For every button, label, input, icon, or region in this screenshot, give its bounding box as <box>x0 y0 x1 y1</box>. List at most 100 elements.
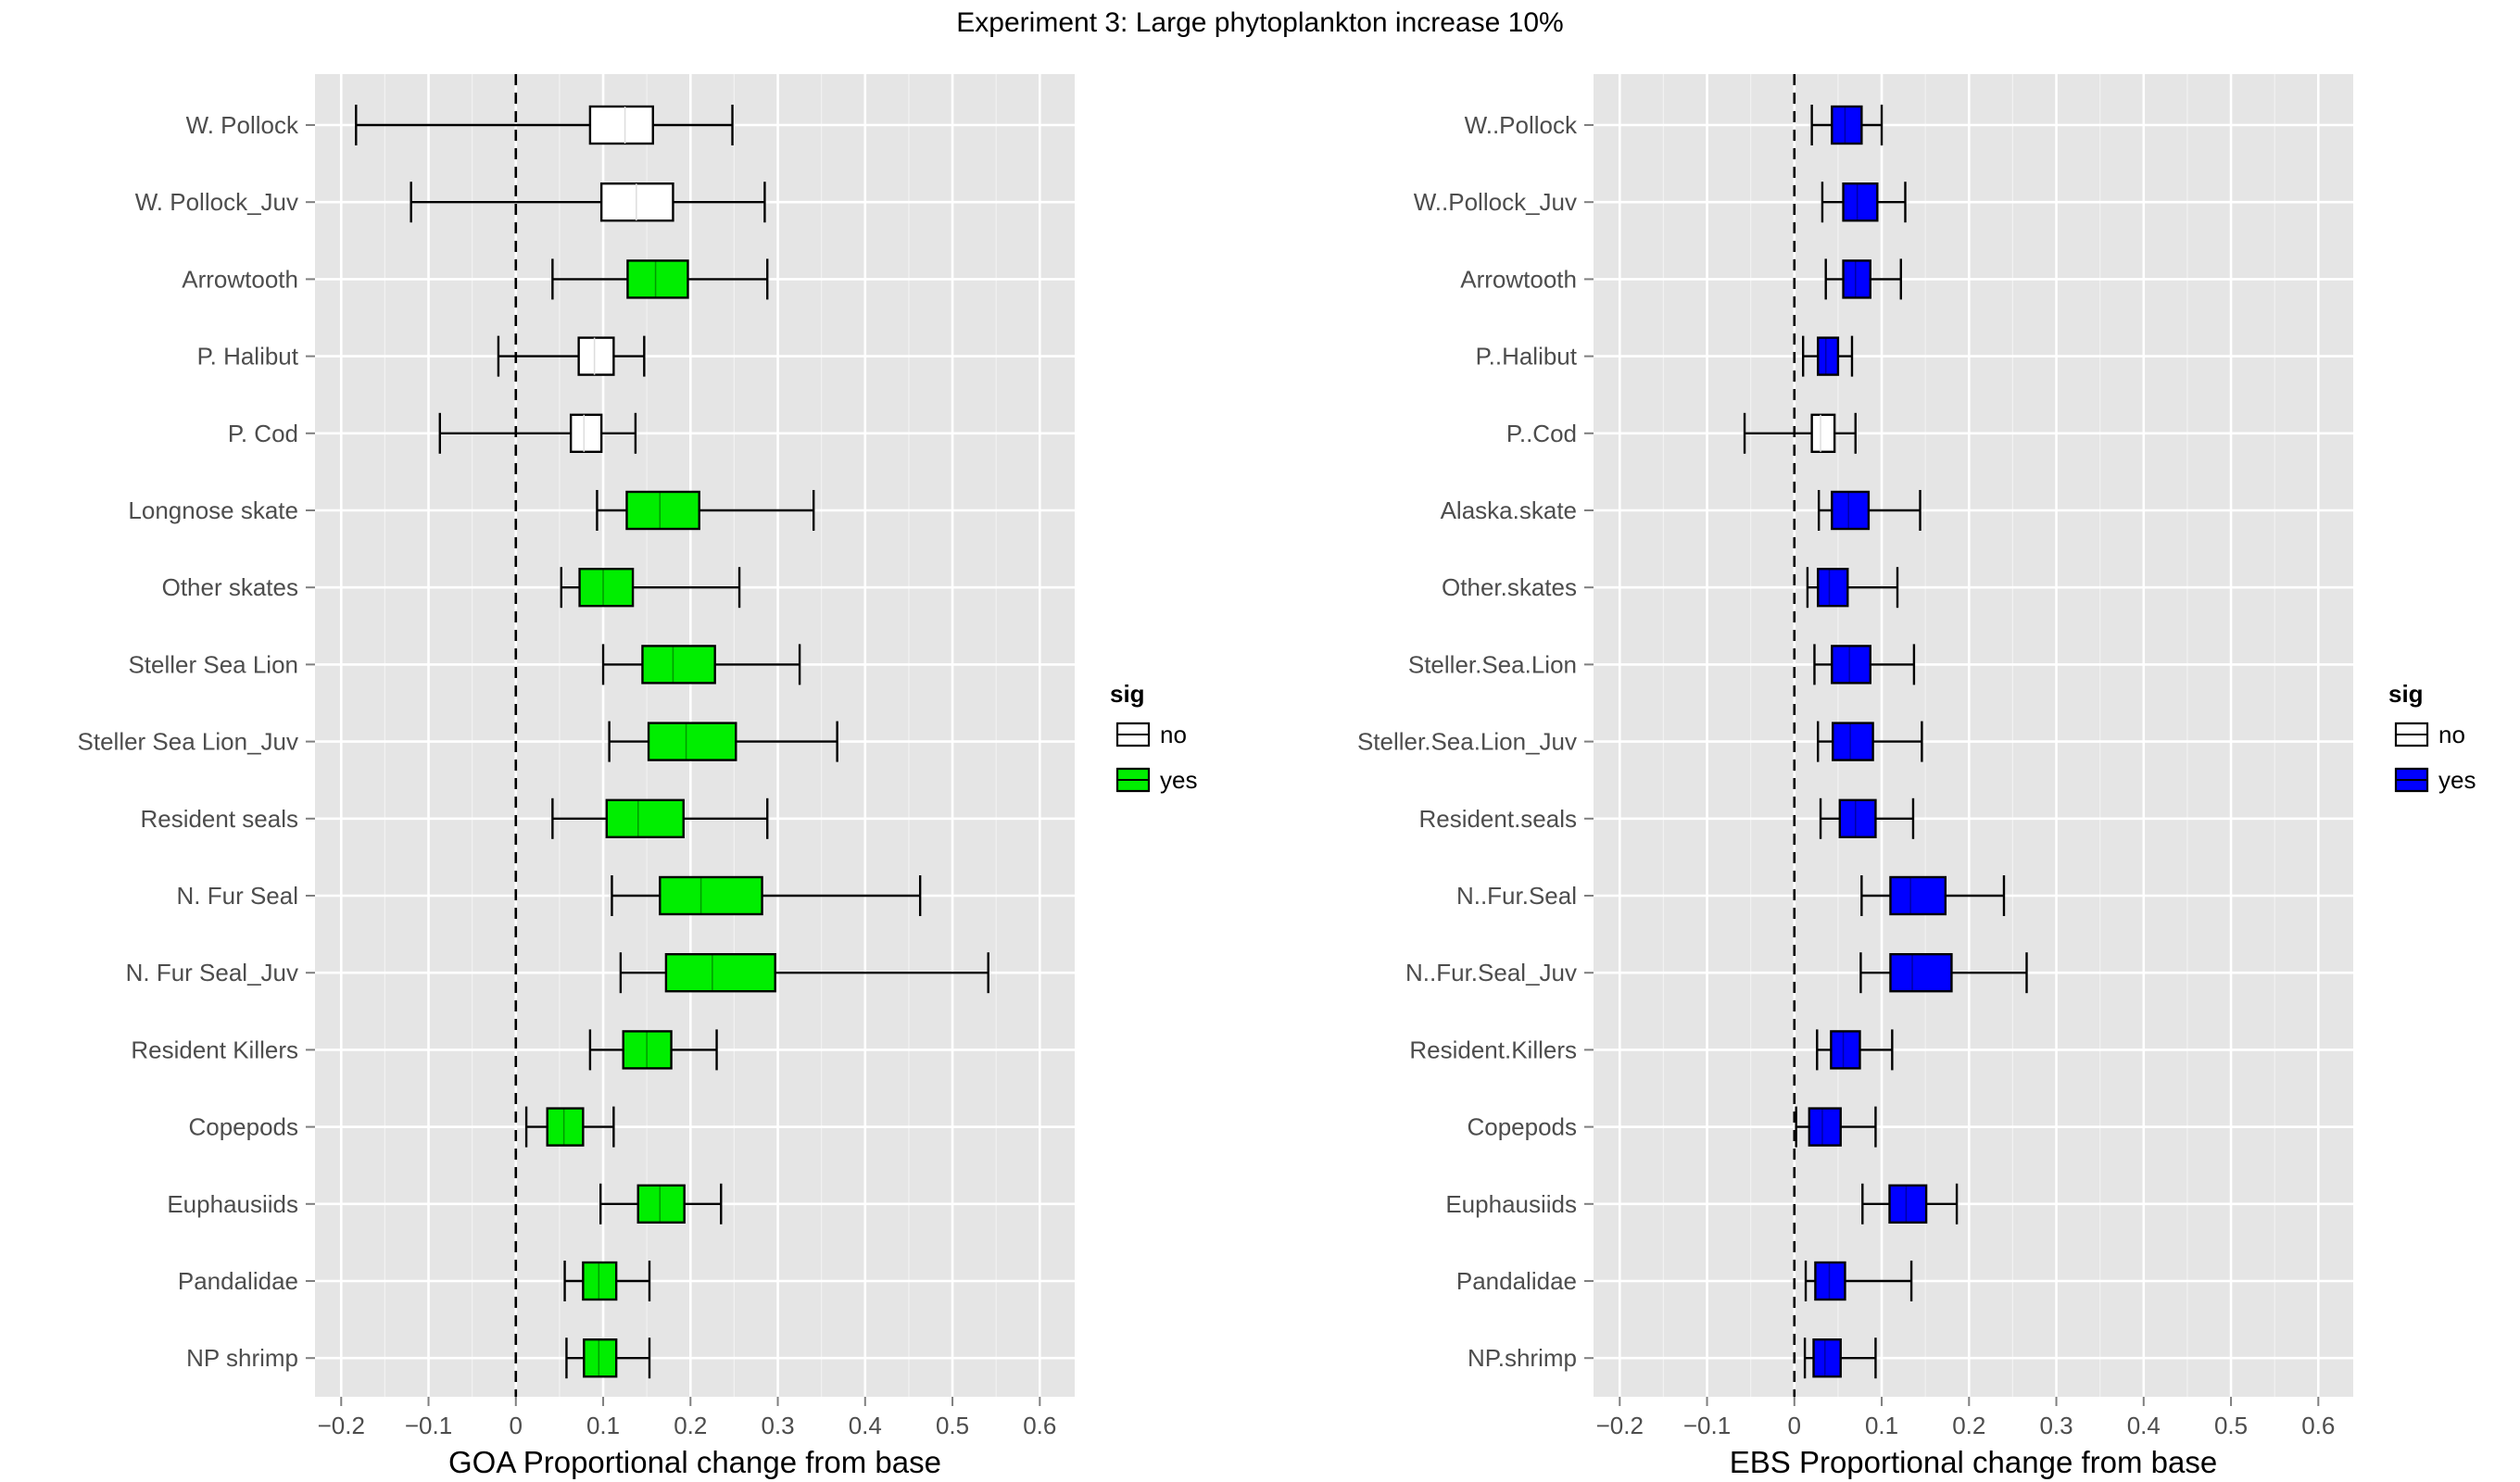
legend-label-no: no <box>2438 721 2465 748</box>
legend-label-no: no <box>1160 721 1187 748</box>
goa-x-tick-label: 0 <box>510 1412 523 1439</box>
ebs-x-tick-label: 0.3 <box>2039 1412 2073 1439</box>
goa-x-tick-label: 0.3 <box>761 1412 794 1439</box>
goa-category-label: Euphausiids <box>167 1190 298 1218</box>
ebs-box-12 <box>1859 952 2028 994</box>
goa-box-13 <box>588 1029 718 1071</box>
goa-x-tick-label: 0.5 <box>936 1412 969 1439</box>
ebs-category-label: Steller.Sea.Lion <box>1408 650 1577 678</box>
goa-category-label: Longnose skate <box>128 496 298 524</box>
ebs-box-3 <box>1824 258 1902 300</box>
ebs-box-5 <box>1743 412 1857 454</box>
goa-x-axis-title: GOA Proportional change from base <box>448 1445 941 1479</box>
ebs-x-tick-label: 0.4 <box>2127 1412 2161 1439</box>
ebs-box-16 <box>1804 1261 1913 1301</box>
ebs-category-label: Resident.Killers <box>1409 1036 1577 1063</box>
goa-category-label: N. Fur Seal_Juv <box>126 959 298 986</box>
iqr-box <box>636 1184 686 1225</box>
iqr-box <box>588 105 654 145</box>
iqr-box <box>1842 182 1879 222</box>
iqr-box <box>626 259 689 299</box>
goa-box-15 <box>599 1183 723 1225</box>
ebs-box-10 <box>1819 798 1915 839</box>
iqr-box <box>1814 1261 1846 1301</box>
iqr-box <box>1812 1338 1842 1378</box>
ebs-x-tick-label: 0.2 <box>1952 1412 1985 1439</box>
iqr-box <box>625 490 700 531</box>
iqr-box <box>1830 1030 1861 1070</box>
goa-box-14 <box>524 1106 615 1148</box>
goa-category-label: Arrowtooth <box>182 265 298 293</box>
goa-box-7 <box>560 567 741 609</box>
ebs-panel: W..Pollock W..Pollock_Juv Arrowtooth P..Hal… <box>1357 74 2353 1479</box>
goa-category-label: P. Halibut <box>197 343 299 370</box>
iqr-box <box>647 722 737 761</box>
goa-category-label: W. Pollock <box>186 111 299 139</box>
goa-box-16 <box>563 1261 651 1301</box>
ebs-category-label: Euphausiids <box>1445 1190 1577 1218</box>
goa-box-5 <box>438 412 637 454</box>
goa-category-label: Pandalidae <box>178 1267 298 1295</box>
goa-box-17 <box>565 1338 651 1379</box>
iqr-box <box>1817 336 1840 376</box>
iqr-box <box>546 1107 585 1147</box>
iqr-box <box>1842 259 1871 299</box>
ebs-box-8 <box>1813 644 1916 685</box>
ebs-box-2 <box>1821 182 1907 223</box>
goa-x-tick-label: −0.1 <box>405 1412 452 1439</box>
legend-title: sig <box>1110 680 1145 708</box>
iqr-box <box>1889 952 1953 993</box>
goa-box-10 <box>551 798 769 839</box>
goa-box-11 <box>611 875 922 916</box>
iqr-box <box>577 336 615 376</box>
goa-category-label: P. Cod <box>228 420 298 447</box>
ebs-category-label: N..Fur.Seal <box>1456 882 1577 910</box>
goa-box-9 <box>608 721 838 762</box>
iqr-box <box>583 1338 618 1378</box>
goa-category-label: Steller Sea Lion <box>128 650 298 678</box>
goa-box-3 <box>551 258 769 300</box>
ebs-box-11 <box>1860 875 2006 916</box>
goa-box-1 <box>355 105 734 145</box>
ebs-box-9 <box>1817 721 1923 762</box>
iqr-box <box>664 952 776 993</box>
goa-x-tick-label: 0.4 <box>849 1412 882 1439</box>
iqr-box <box>599 182 674 222</box>
goa-box-2 <box>410 182 766 223</box>
ebs-x-tick-label: −0.2 <box>1596 1412 1644 1439</box>
iqr-box <box>1810 413 1836 453</box>
legend-label-yes: yes <box>2438 766 2476 794</box>
ebs-x-tick-label: −0.1 <box>1683 1412 1731 1439</box>
iqr-box <box>582 1261 618 1301</box>
iqr-box <box>1832 722 1874 761</box>
ebs-category-label: Steller.Sea.Lion_Juv <box>1357 728 1577 756</box>
goa-x-tick-label: 0.2 <box>674 1412 707 1439</box>
goa-box-12 <box>619 952 989 994</box>
ebs-category-label: Resident.seals <box>1418 805 1577 833</box>
goa-category-label: NP shrimp <box>186 1344 298 1372</box>
iqr-box <box>569 413 603 453</box>
iqr-box <box>1889 875 1947 916</box>
iqr-box <box>1831 105 1863 145</box>
iqr-box <box>659 875 763 916</box>
ebs-x-tick-label: 0 <box>1788 1412 1801 1439</box>
iqr-box <box>1838 798 1877 838</box>
ebs-category-label: Alaska.skate <box>1441 496 1577 524</box>
goa-category-label: Steller Sea Lion_Juv <box>78 728 298 756</box>
goa-panel: W. Pollock W. Pollock_Juv Arrowtooth P. Hal… <box>78 74 1075 1479</box>
iqr-box <box>641 645 716 684</box>
ebs-box-14 <box>1795 1106 1877 1148</box>
ebs-category-label: W..Pollock <box>1465 111 1578 139</box>
ebs-x-tick-label: 0.1 <box>1865 1412 1898 1439</box>
ebs-box-13 <box>1816 1029 1894 1071</box>
ebs-category-label: N..Fur.Seal_Juv <box>1405 959 1577 986</box>
iqr-box <box>1831 645 1871 684</box>
ebs-x-tick-label: 0.6 <box>2301 1412 2335 1439</box>
iqr-box <box>605 798 685 838</box>
ebs-box-7 <box>1806 567 1899 609</box>
ebs-category-label: Other.skates <box>1442 573 1577 601</box>
goa-x-tick-label: 0.6 <box>1023 1412 1056 1439</box>
